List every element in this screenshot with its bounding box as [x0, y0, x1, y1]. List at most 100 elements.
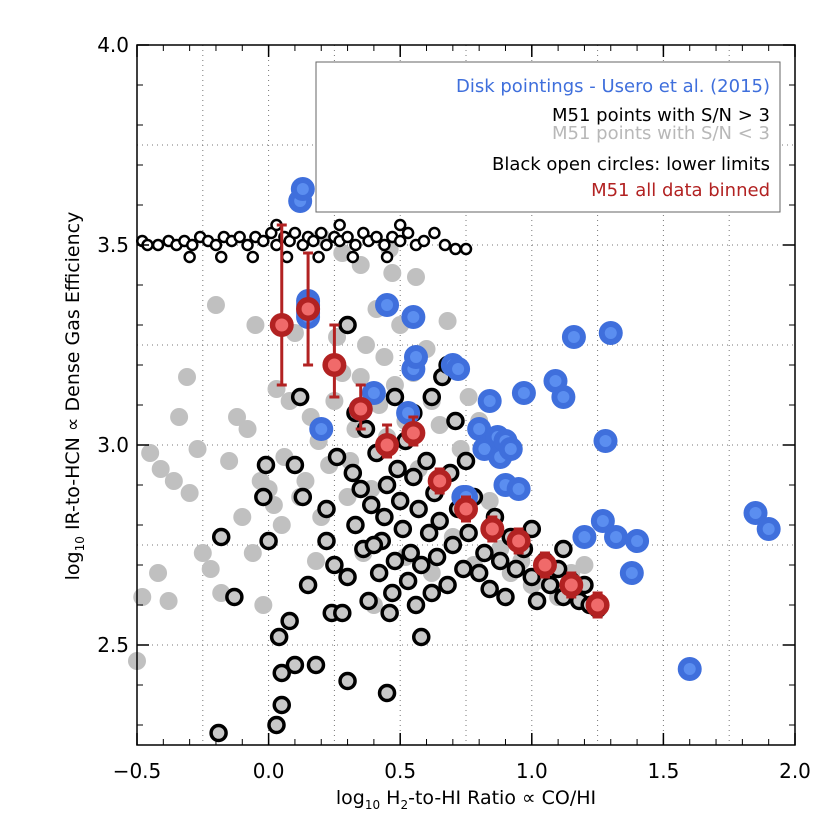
lower-limit-point	[459, 523, 478, 543]
lower-limit-point-small	[459, 242, 473, 256]
grey-point	[575, 556, 594, 574]
grey-point	[459, 388, 478, 406]
lower-limit-point-small	[214, 250, 228, 264]
lower-limit-point-small	[288, 226, 302, 240]
grey-point	[193, 544, 212, 562]
lower-limit-point	[398, 571, 418, 591]
lower-limit-point-small	[333, 218, 346, 232]
lower-limit-point	[417, 451, 436, 471]
disk-pointing-point-core	[599, 435, 612, 447]
grey-point	[159, 592, 178, 610]
y-tick-label: 2.5	[97, 633, 129, 657]
lower-limit-point	[333, 603, 352, 623]
lower-limit-point	[256, 455, 276, 475]
grey-point	[201, 560, 220, 578]
x-tick-label: −0.5	[113, 759, 162, 783]
grey-point	[149, 564, 168, 582]
grey-point	[170, 408, 189, 426]
lower-limit-point	[406, 595, 426, 615]
lower-limit-point	[377, 683, 397, 703]
lower-limit-point	[456, 451, 476, 471]
lower-limit-point	[377, 475, 397, 495]
lower-limit-point	[554, 539, 573, 559]
grey-point	[151, 460, 170, 478]
disk-pointing-point-core	[625, 567, 638, 579]
y-tick-label: 4.0	[97, 33, 129, 57]
lower-limit-point	[388, 459, 407, 479]
lower-limit-point	[338, 567, 357, 587]
lower-limit-point	[522, 567, 542, 587]
lower-limit-point	[351, 479, 370, 499]
lower-limit-point	[375, 507, 394, 527]
grey-point	[141, 444, 160, 462]
disk-pointing-point-core	[504, 443, 517, 455]
grey-point	[272, 516, 291, 534]
disk-pointing-point-core	[549, 375, 562, 387]
grey-point	[188, 440, 207, 458]
grey-point	[243, 544, 262, 562]
lower-limit-point-small	[370, 230, 383, 244]
disk-pointing-point-core	[452, 363, 465, 375]
lower-limit-point	[522, 519, 542, 539]
lower-limit-point-small	[209, 238, 223, 252]
disk-pointing-point-core	[296, 183, 309, 195]
legend-entry-usero: Disk pointings - Usero et al. (2015)	[456, 76, 770, 97]
grey-point	[246, 316, 265, 334]
lower-limit-point	[298, 575, 318, 595]
disk-pointing-point-core	[610, 531, 623, 543]
lower-limit-point	[272, 663, 292, 683]
legend-box	[315, 61, 781, 213]
lower-limit-point-small	[393, 234, 407, 248]
lower-limit-point-small	[341, 230, 354, 244]
lower-limit-point	[369, 563, 389, 583]
binned-point-core	[301, 302, 315, 316]
legend-entry-sn-low: M51 points with S/N < 3	[552, 123, 770, 144]
disk-pointing-point-core	[604, 327, 617, 339]
binned-point-core	[512, 534, 526, 548]
lower-limit-point-small	[449, 242, 462, 256]
lower-limit-point-small	[401, 226, 415, 240]
grey-point	[180, 484, 199, 502]
lower-limit-point	[383, 583, 402, 603]
grey-point	[351, 368, 370, 386]
x-tick-label: 1.0	[516, 759, 548, 783]
lower-limit-point	[412, 555, 431, 575]
binned-point-core	[564, 578, 578, 592]
y-tick-label: 3.0	[97, 433, 129, 457]
lower-limit-point	[269, 627, 289, 647]
lower-limit-point	[446, 411, 465, 431]
lower-limit-point	[496, 587, 515, 607]
lower-limit-point	[380, 603, 399, 623]
disk-pointing-point-core	[381, 299, 394, 311]
lower-limit-point	[409, 499, 428, 519]
disk-pointing-point-core	[407, 311, 420, 323]
lower-limit-point	[285, 655, 305, 675]
lower-limit-point	[254, 487, 273, 507]
lower-limit-point	[364, 535, 384, 555]
lower-limit-point-small	[183, 250, 196, 264]
grey-point	[206, 296, 225, 314]
grey-point	[406, 268, 425, 286]
disk-pointing-point-core	[409, 351, 422, 363]
x-tick-label: 2.0	[779, 759, 811, 783]
x-tick-label: 0.0	[253, 759, 285, 783]
disk-pointing-point-core	[567, 331, 580, 343]
lower-limit-point-small	[438, 238, 452, 252]
lower-limit-point	[438, 575, 457, 595]
lower-limit-point	[293, 487, 313, 507]
binned-point-core	[327, 358, 341, 372]
lower-limit-point-small	[307, 234, 320, 248]
grey-point	[356, 336, 375, 354]
disk-pointing-point-core	[483, 395, 496, 407]
lower-limit-point-small	[186, 238, 199, 252]
lower-limit-point	[390, 491, 410, 511]
lower-limit-point	[343, 463, 363, 483]
lower-limit-point	[427, 547, 447, 567]
lower-limit-point	[480, 579, 499, 599]
grey-point	[375, 348, 394, 366]
lower-limit-point	[211, 527, 231, 547]
lower-limit-point-small	[312, 250, 325, 264]
grey-point	[338, 488, 357, 506]
lower-limit-point	[490, 551, 510, 571]
